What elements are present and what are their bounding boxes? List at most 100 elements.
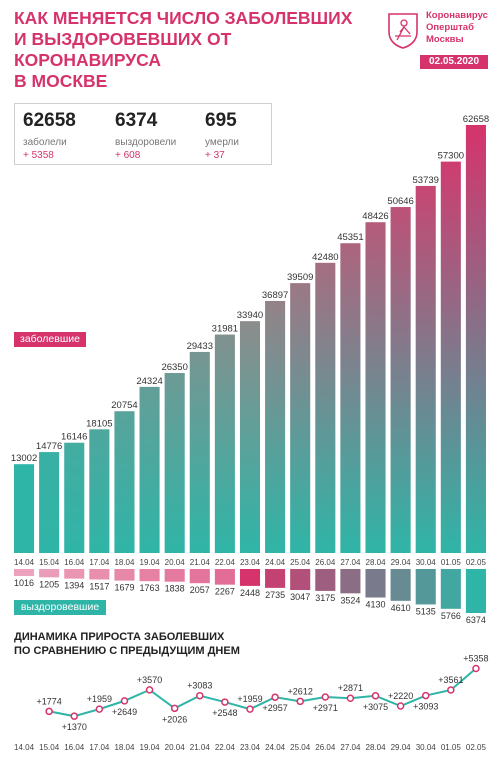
sick-value-label: 24324 bbox=[136, 376, 162, 387]
date-tick-label: 21.04 bbox=[190, 558, 211, 567]
recovered-value-label: 4130 bbox=[366, 600, 386, 610]
recovered-value-label: 6374 bbox=[466, 615, 486, 625]
sick-bar bbox=[164, 373, 185, 553]
recovered-value-label: 2735 bbox=[265, 590, 285, 600]
increase-value-label: +2548 bbox=[212, 708, 237, 718]
brand-line-3: Москвы bbox=[426, 34, 464, 45]
recovered-bar bbox=[265, 569, 286, 588]
date-tick-label: 26.04 bbox=[315, 558, 336, 567]
sick-value-label: 20754 bbox=[111, 400, 137, 411]
recovered-bar bbox=[290, 569, 311, 591]
date-tick-label: 23.04 bbox=[240, 558, 261, 567]
increase-value-label: +1959 bbox=[87, 694, 112, 704]
title-line-3: в Москве bbox=[14, 71, 108, 91]
date-tick-label: 22.04 bbox=[215, 558, 236, 567]
date-tick-label: 17.04 bbox=[89, 558, 110, 567]
stat-sick-increase: + 5358 bbox=[23, 150, 54, 161]
date-tick-label: 20.04 bbox=[165, 558, 186, 567]
line-date-tick-label: 25.04 bbox=[290, 743, 311, 752]
recovered-value-label: 1838 bbox=[165, 584, 185, 594]
sick-bar bbox=[114, 411, 135, 553]
recovered-value-label: 1517 bbox=[89, 581, 109, 591]
sick-value-label: 39509 bbox=[287, 272, 313, 283]
sick-bar bbox=[14, 464, 35, 553]
sick-value-label: 16146 bbox=[61, 432, 87, 443]
recovered-bar bbox=[114, 569, 135, 581]
line-date-tick-label: 18.04 bbox=[114, 743, 135, 752]
recovered-value-label: 1763 bbox=[140, 583, 160, 593]
brand-name: Коронавирус Оперштаб Москвы bbox=[426, 10, 488, 46]
increase-point bbox=[196, 691, 204, 700]
recovered-bar bbox=[64, 569, 85, 579]
legend-recovered-tag: выздоровевшие bbox=[14, 600, 106, 615]
increase-point bbox=[221, 698, 229, 706]
line-date-tick-label: 27.04 bbox=[340, 743, 361, 752]
line-date-tick-label: 22.04 bbox=[215, 743, 236, 752]
recovered-value-label: 2448 bbox=[240, 588, 260, 598]
dynamics-title: Динамика прироста заболевших по сравнени… bbox=[14, 630, 240, 658]
stat-recovered-increase: + 608 bbox=[115, 150, 141, 161]
increase-line bbox=[48, 667, 477, 718]
page-title: Как меняется число заболевших и выздоров… bbox=[14, 8, 374, 92]
increase-point bbox=[246, 705, 254, 713]
line-date-tick-label: 29.04 bbox=[391, 743, 412, 752]
sick-value-label: 53739 bbox=[413, 175, 439, 186]
sick-bar bbox=[89, 429, 110, 553]
sick-bar bbox=[440, 161, 461, 553]
recovered-bar bbox=[390, 569, 411, 601]
sick-bar bbox=[214, 334, 235, 553]
sick-value-label: 62658 bbox=[463, 114, 489, 125]
sick-value-label: 36897 bbox=[262, 290, 288, 301]
recovered-value-label: 1394 bbox=[64, 581, 84, 591]
date-tick-label: 24.04 bbox=[265, 558, 286, 567]
date-tick-label: 27.04 bbox=[340, 558, 361, 567]
stat-died-increase: + 37 bbox=[205, 150, 225, 161]
recovered-bar bbox=[365, 569, 386, 598]
increase-value-label: +2971 bbox=[313, 703, 338, 713]
recovered-bar bbox=[415, 569, 436, 605]
stat-died-value: 695 bbox=[205, 110, 237, 131]
sick-bar bbox=[390, 207, 411, 553]
increase-value-label: +3083 bbox=[187, 681, 212, 691]
increase-value-label: +3075 bbox=[363, 702, 388, 712]
date-tick-label: 25.04 bbox=[290, 558, 311, 567]
recovered-bar bbox=[239, 569, 261, 586]
recovered-value-label: 2267 bbox=[215, 587, 235, 597]
increase-point bbox=[421, 691, 430, 700]
sick-value-label: 45351 bbox=[337, 232, 363, 243]
sick-value-label: 31981 bbox=[212, 324, 238, 335]
line-date-tick-label: 23.04 bbox=[240, 743, 261, 752]
increase-point bbox=[396, 702, 405, 710]
date-tick-label: 18.04 bbox=[114, 558, 135, 567]
date-tick-label: 29.04 bbox=[391, 558, 412, 567]
line-date-tick-label: 01.05 bbox=[441, 743, 462, 752]
recovered-bar bbox=[340, 569, 361, 594]
recovered-value-label: 1679 bbox=[114, 583, 134, 593]
date-tick-label: 02.05 bbox=[466, 558, 487, 567]
line-date-tick-label: 20.04 bbox=[165, 743, 186, 752]
recovered-value-label: 4610 bbox=[391, 603, 411, 613]
recovered-bar bbox=[315, 569, 336, 591]
moscow-coat-of-arms-icon bbox=[388, 13, 418, 49]
increase-value-label: +1959 bbox=[237, 694, 262, 704]
sick-value-label: 14776 bbox=[36, 441, 62, 452]
increase-value-label: +5358 bbox=[463, 654, 488, 664]
recovered-bar bbox=[14, 569, 35, 577]
increase-point bbox=[120, 697, 129, 705]
recovered-bar bbox=[39, 569, 60, 578]
sick-bar bbox=[340, 243, 361, 553]
increase-point bbox=[371, 692, 380, 700]
line-date-tick-label: 02.05 bbox=[466, 743, 487, 752]
recovered-bar bbox=[440, 569, 461, 609]
stat-recovered-value: 6374 bbox=[115, 110, 158, 131]
stat-recovered: 6374 выздоровели + 608 bbox=[115, 110, 176, 162]
recovered-bar bbox=[214, 569, 235, 585]
sick-bar bbox=[139, 386, 160, 553]
recovered-bar bbox=[189, 569, 210, 584]
brand-line-1: Коронавирус bbox=[426, 10, 488, 21]
sick-bar bbox=[315, 262, 336, 553]
sick-value-label: 50646 bbox=[387, 196, 413, 207]
line-date-tick-label: 17.04 bbox=[89, 743, 110, 752]
date-tick-label: 16.04 bbox=[64, 558, 85, 567]
